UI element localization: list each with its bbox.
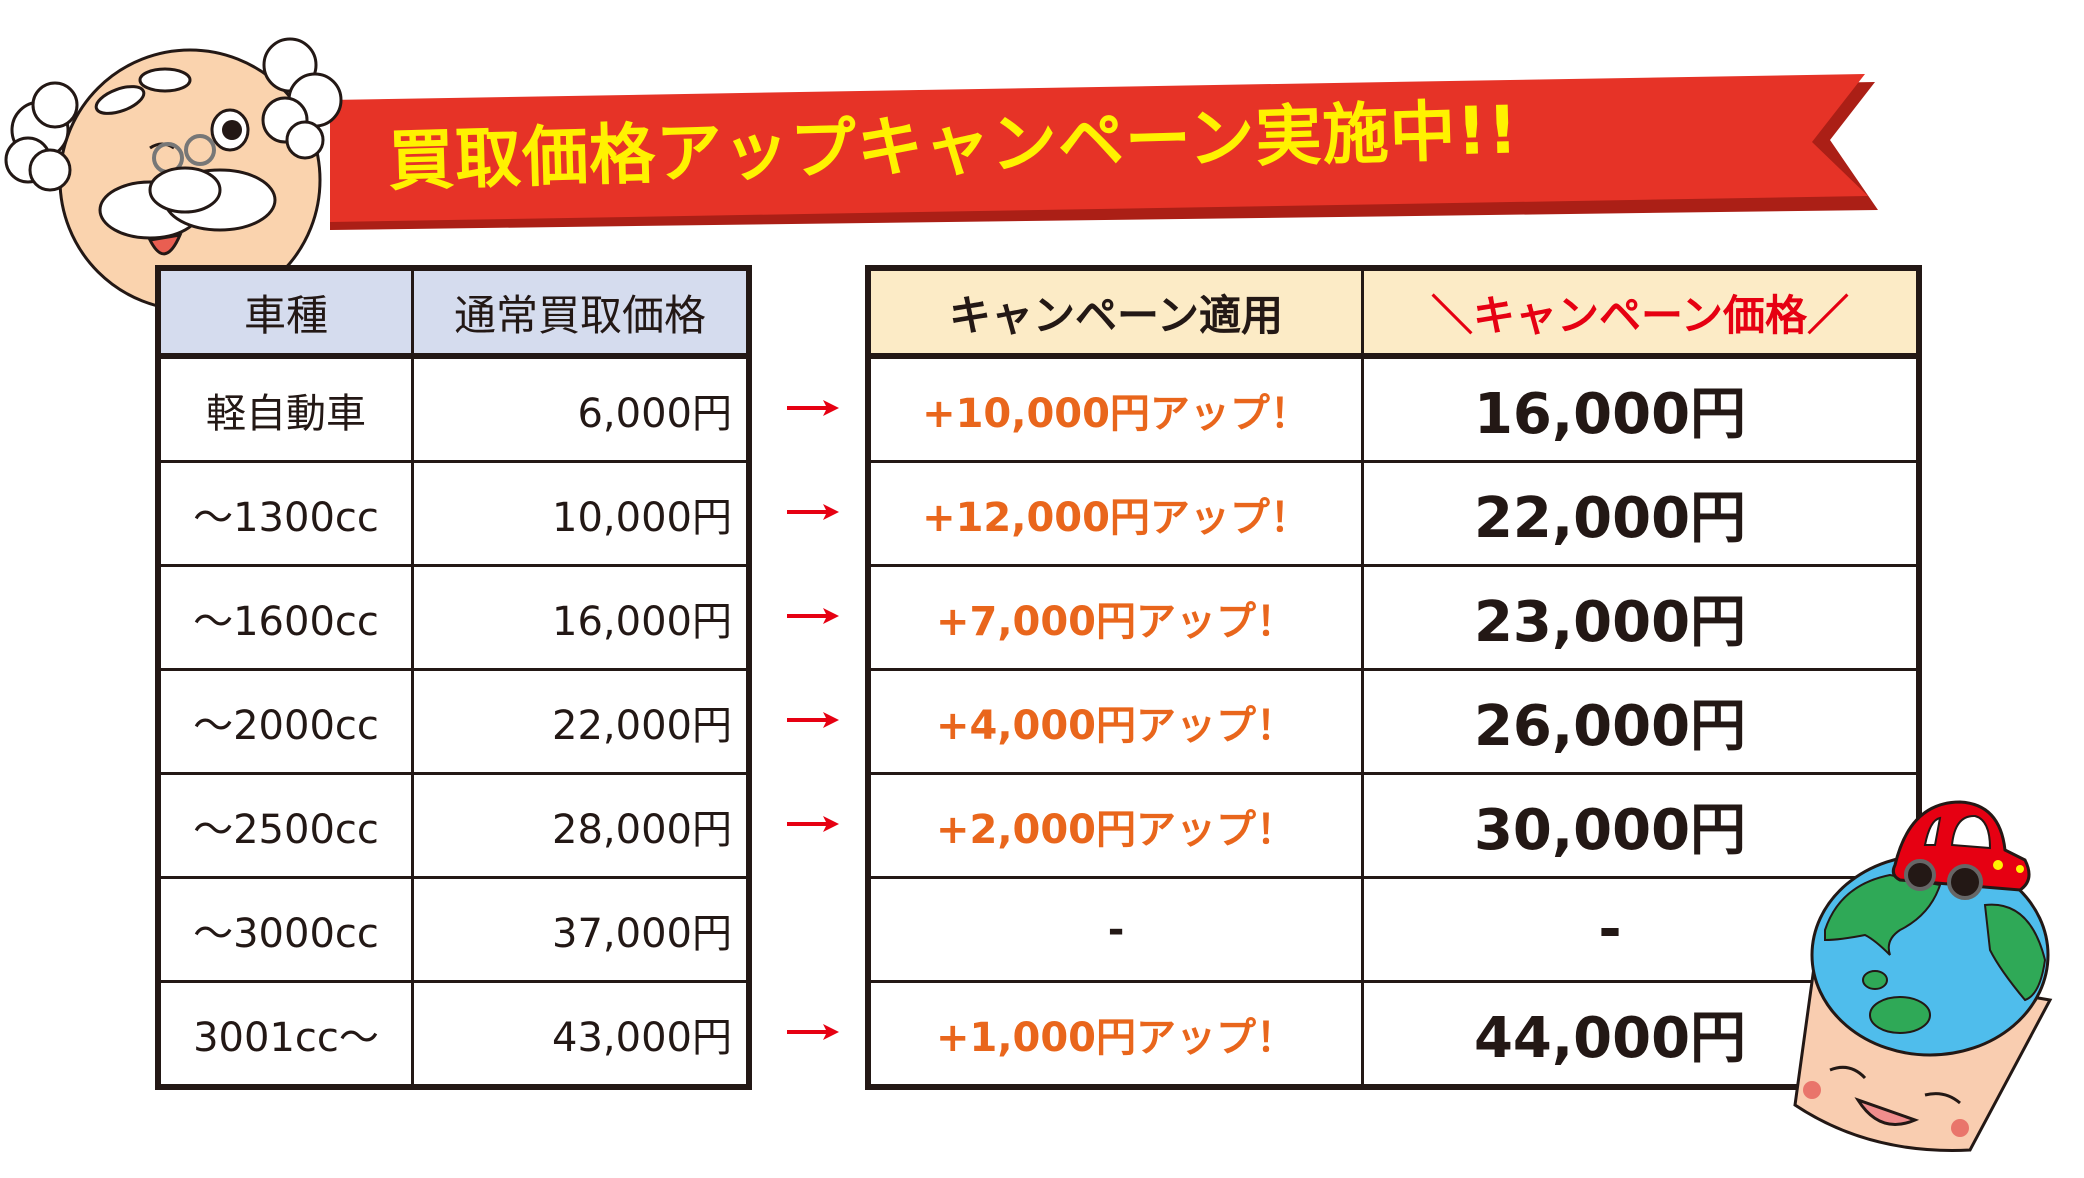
header-car-type: 車種: [156, 266, 414, 359]
bonus-cell: +2,000円アップ！: [866, 772, 1364, 879]
bonus-cell: +4,000円アップ！: [866, 668, 1364, 775]
right-arrow-icon: [787, 712, 839, 728]
table-row: +7,000円アップ！ 23,000円: [866, 564, 1921, 671]
normal-price-cell: 43,000円: [411, 980, 751, 1089]
table-row: ～1600cc 16,000円: [156, 564, 751, 671]
table-row: +2,000円アップ！ 30,000円: [866, 772, 1921, 879]
bonus-cell: +7,000円アップ！: [866, 564, 1364, 671]
campaign-price-cell: 26,000円: [1361, 668, 1921, 775]
ribbon-icon: [330, 74, 1878, 230]
table-row: +4,000円アップ！ 26,000円: [866, 668, 1921, 775]
normal-price-cell: 16,000円: [411, 564, 751, 671]
right-arrow-icon: [787, 1024, 839, 1040]
table-row: 軽自動車 6,000円: [156, 354, 751, 463]
bonus-cell: +12,000円アップ！: [866, 460, 1364, 567]
table-row: 3001cc～ 43,000円: [156, 980, 751, 1089]
table-header-row: 車種 通常買取価格: [156, 266, 751, 359]
right-arrow-icon: [787, 504, 839, 520]
campaign-price-cell: 16,000円: [1361, 354, 1921, 463]
bonus-cell: -: [866, 876, 1364, 983]
header-normal-price: 通常買取価格: [411, 266, 751, 359]
campaign-banner: 買取価格アップキャンペーン実施中!!: [0, 0, 2084, 240]
table-row: +1,000円アップ！ 44,000円: [866, 980, 1921, 1089]
campaign-price-cell: 23,000円: [1361, 564, 1921, 671]
right-arrow-icon: [787, 816, 839, 832]
campaign-price-cell: 22,000円: [1361, 460, 1921, 567]
table-row: ～2000cc 22,000円: [156, 668, 751, 775]
bonus-cell: +1,000円アップ！: [866, 980, 1364, 1089]
table-row: ～3000cc 37,000円: [156, 876, 751, 983]
normal-price-cell: 22,000円: [411, 668, 751, 775]
table-row: - -: [866, 876, 1921, 983]
campaign-price-cell: 30,000円: [1361, 772, 1921, 879]
table-header-row: キャンペーン適用 ＼キャンペーン価格／: [866, 266, 1921, 359]
header-campaign-price: ＼キャンペーン価格／: [1361, 266, 1921, 359]
earth-character-with-car-icon: [1793, 800, 2053, 1152]
car-type-cell: ～1300cc: [156, 460, 414, 567]
normal-price-cell: 28,000円: [411, 772, 751, 879]
table-row: +10,000円アップ！ 16,000円: [866, 354, 1921, 463]
normal-price-cell: 10,000円: [411, 460, 751, 567]
normal-price-cell: 6,000円: [411, 354, 751, 463]
car-type-cell: 軽自動車: [156, 354, 414, 463]
right-arrow-icon: [787, 608, 839, 624]
table-row: ～1300cc 10,000円: [156, 460, 751, 567]
car-type-cell: 3001cc～: [156, 980, 414, 1089]
table-row: ～2500cc 28,000円: [156, 772, 751, 879]
normal-price-table: 車種 通常買取価格 軽自動車 6,000円 ～1300cc 10,000円 ～1…: [155, 265, 752, 1090]
right-arrow-icon: [787, 400, 839, 416]
car-type-cell: ～3000cc: [156, 876, 414, 983]
normal-price-cell: 37,000円: [411, 876, 751, 983]
table-row: +12,000円アップ！ 22,000円: [866, 460, 1921, 567]
campaign-price-table: キャンペーン適用 ＼キャンペーン価格／ +10,000円アップ！ 16,000円…: [865, 265, 1922, 1090]
old-man-professor-icon: [4, 37, 343, 310]
car-type-cell: ～2000cc: [156, 668, 414, 775]
header-campaign-applied: キャンペーン適用: [866, 266, 1364, 359]
car-type-cell: ～1600cc: [156, 564, 414, 671]
car-type-cell: ～2500cc: [156, 772, 414, 879]
bonus-cell: +10,000円アップ！: [866, 354, 1364, 463]
